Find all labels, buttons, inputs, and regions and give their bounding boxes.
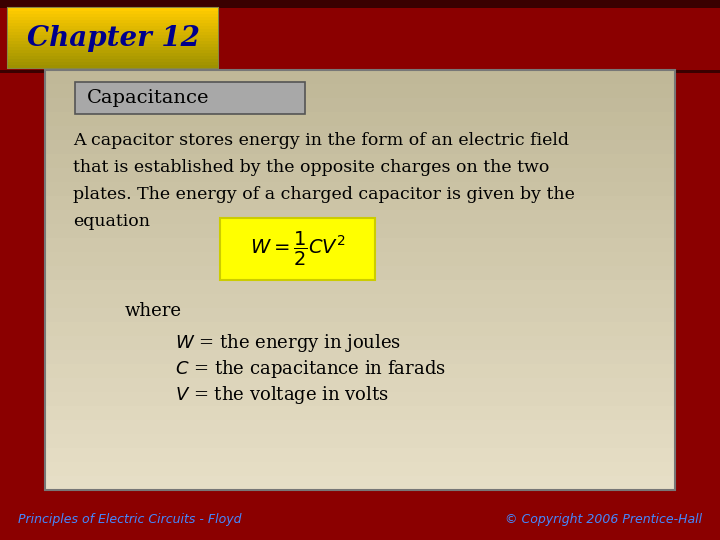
Bar xyxy=(45,364,675,379)
Text: Chapter 12: Chapter 12 xyxy=(27,24,199,51)
Bar xyxy=(8,53,218,56)
Bar xyxy=(45,196,675,211)
Bar xyxy=(45,322,675,337)
Bar xyxy=(45,112,675,127)
Bar xyxy=(8,11,218,14)
Bar xyxy=(45,476,675,491)
Bar xyxy=(8,35,218,38)
Text: $W = \dfrac{1}{2}CV^{2}$: $W = \dfrac{1}{2}CV^{2}$ xyxy=(250,230,346,268)
Bar xyxy=(8,8,218,68)
Bar xyxy=(45,126,675,141)
Text: that is established by the opposite charges on the two: that is established by the opposite char… xyxy=(73,159,549,176)
Bar xyxy=(45,280,675,295)
Bar xyxy=(8,65,218,68)
Bar xyxy=(75,82,305,114)
Text: equation: equation xyxy=(73,213,150,230)
Bar xyxy=(8,56,218,59)
Bar xyxy=(45,266,675,281)
Bar xyxy=(45,210,675,225)
Text: $C$ = the capacitance in farads: $C$ = the capacitance in farads xyxy=(175,358,446,380)
Bar xyxy=(45,448,675,463)
Bar xyxy=(8,47,218,50)
Bar xyxy=(8,26,218,29)
Bar xyxy=(45,84,675,99)
Bar xyxy=(8,23,218,26)
Text: where: where xyxy=(125,302,182,320)
Bar xyxy=(45,294,675,309)
Bar xyxy=(8,17,218,20)
Bar xyxy=(8,59,218,62)
Bar xyxy=(45,336,675,351)
Bar xyxy=(45,406,675,421)
Bar xyxy=(45,378,675,393)
Text: plates. The energy of a charged capacitor is given by the: plates. The energy of a charged capacito… xyxy=(73,186,575,203)
Bar xyxy=(45,98,675,113)
Bar xyxy=(8,50,218,53)
Bar xyxy=(45,252,675,267)
Bar xyxy=(8,20,218,23)
Text: $V$ = the voltage in volts: $V$ = the voltage in volts xyxy=(175,384,389,406)
Bar xyxy=(45,392,675,407)
Bar xyxy=(45,420,675,435)
Bar xyxy=(220,218,375,280)
Bar xyxy=(45,434,675,449)
Bar xyxy=(45,462,675,477)
Bar xyxy=(45,154,675,169)
Text: Principles of Electric Circuits - Floyd: Principles of Electric Circuits - Floyd xyxy=(18,514,241,526)
Bar xyxy=(45,70,675,85)
Bar xyxy=(0,70,720,73)
Bar xyxy=(8,44,218,47)
Text: Capacitance: Capacitance xyxy=(87,89,210,107)
Bar xyxy=(45,238,675,253)
Bar xyxy=(8,62,218,65)
Bar xyxy=(0,0,720,8)
Bar xyxy=(45,308,675,323)
Bar xyxy=(45,140,675,155)
Bar xyxy=(45,224,675,239)
Text: A capacitor stores energy in the form of an electric field: A capacitor stores energy in the form of… xyxy=(73,132,569,149)
Text: © Copyright 2006 Prentice-Hall: © Copyright 2006 Prentice-Hall xyxy=(505,514,702,526)
Bar xyxy=(45,70,675,490)
Bar xyxy=(8,14,218,17)
Text: $W$ = the energy in joules: $W$ = the energy in joules xyxy=(175,332,401,354)
Bar xyxy=(8,41,218,44)
Bar xyxy=(8,32,218,35)
Bar xyxy=(8,8,218,11)
Bar xyxy=(8,29,218,32)
Bar xyxy=(45,182,675,197)
Bar xyxy=(8,38,218,41)
Bar xyxy=(45,168,675,183)
Bar xyxy=(45,350,675,365)
